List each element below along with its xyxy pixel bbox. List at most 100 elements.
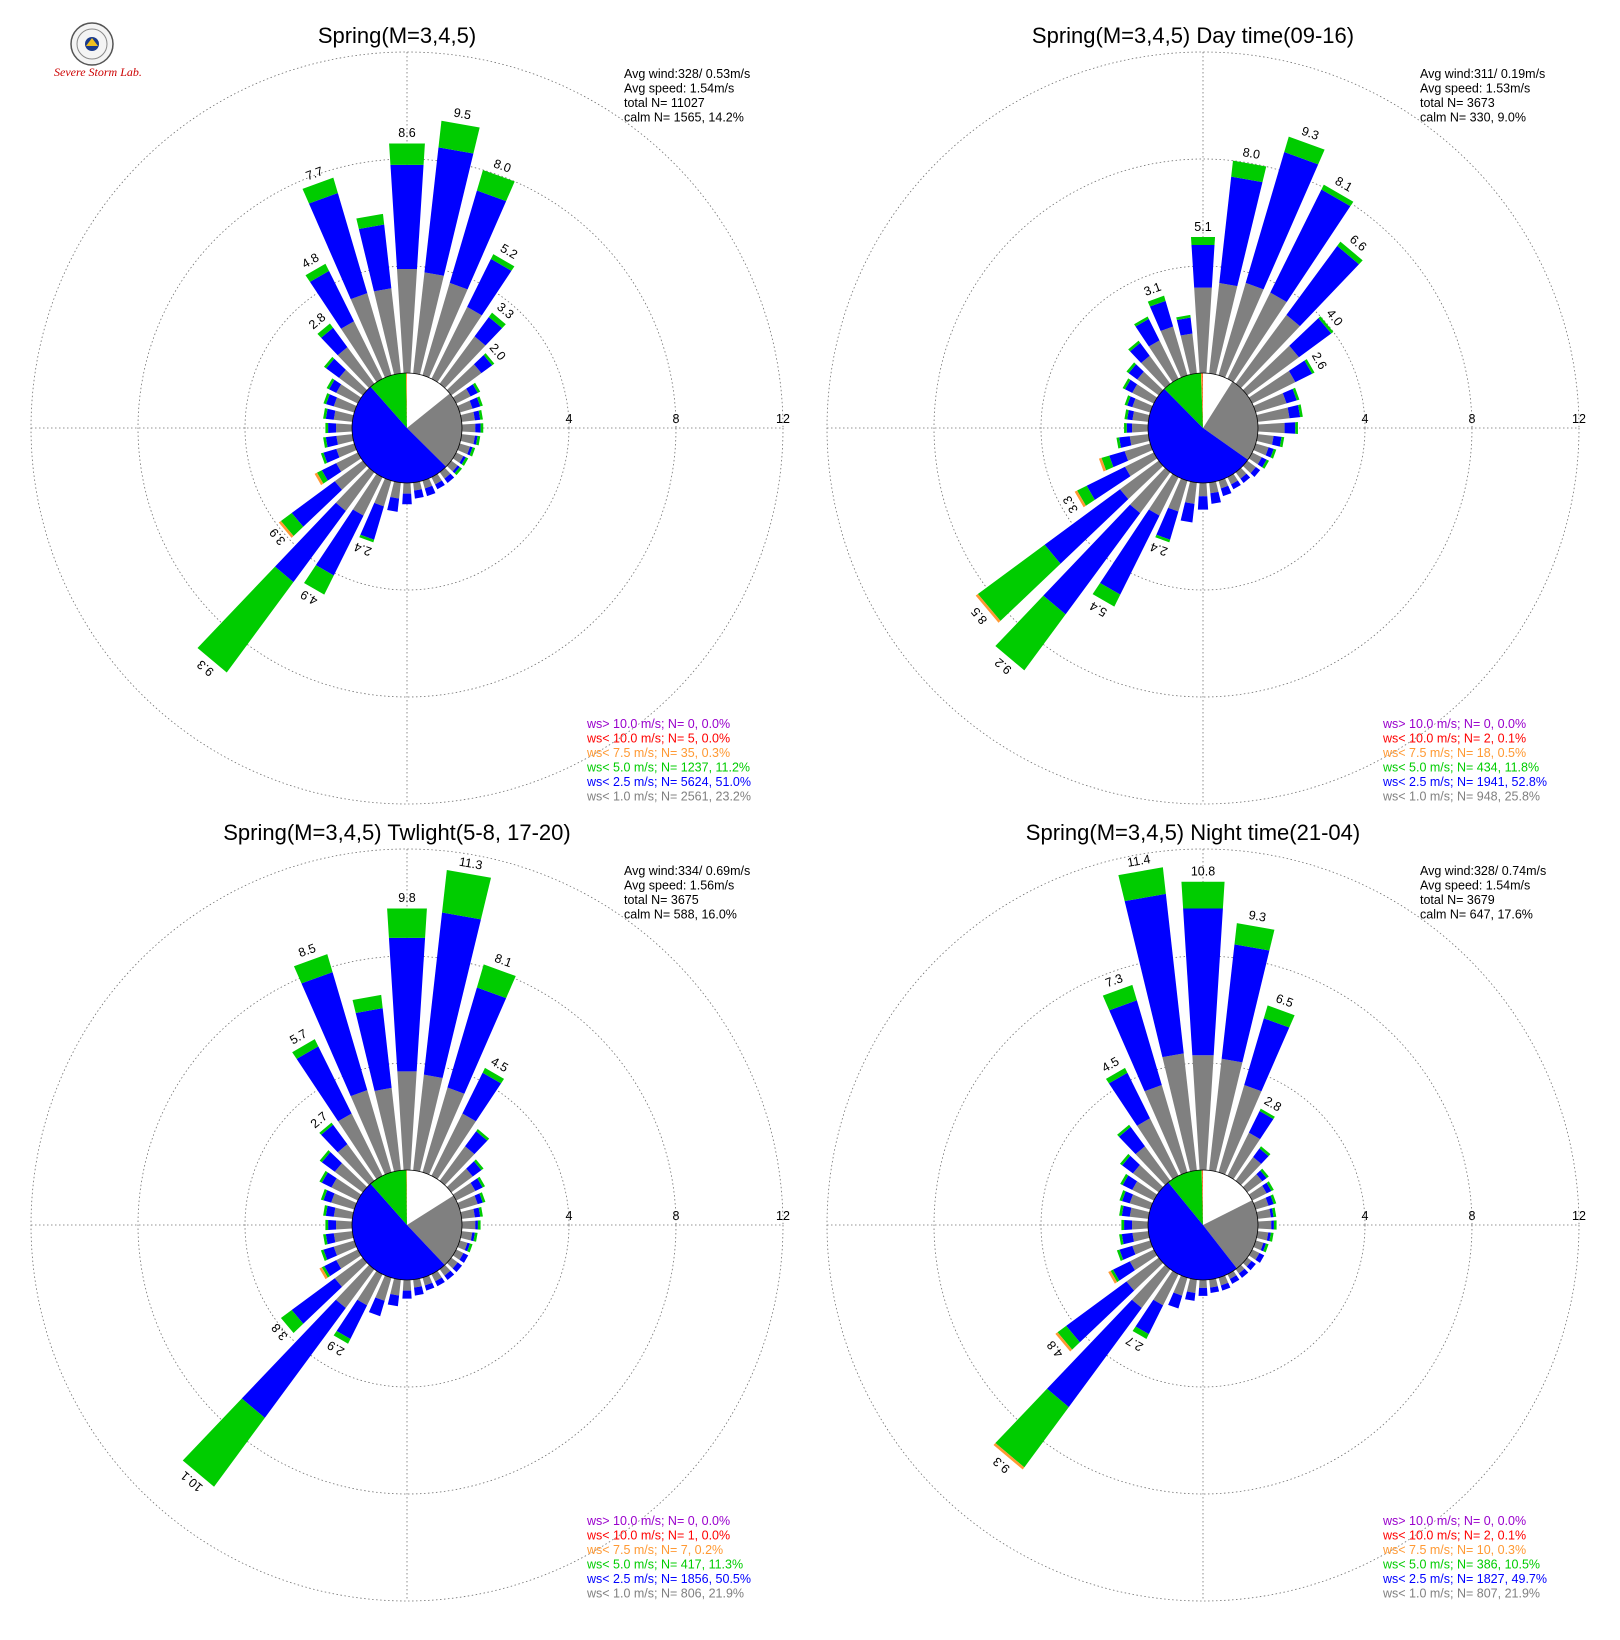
bar-segment-lt5 (352, 994, 383, 1013)
direction-bar: 3.3 (1060, 452, 1158, 516)
bar-segment-lt1 (1199, 1279, 1207, 1288)
bar-segment-lt1 (1242, 1174, 1263, 1193)
bar-segment-lt2_5 (1044, 489, 1129, 564)
bar-segment-lt2_5 (1210, 491, 1221, 504)
bar-segment-lt2_5 (1180, 502, 1195, 523)
bar-segment-lt1 (457, 400, 473, 413)
bar-segment-lt5 (995, 595, 1066, 671)
bar-segment-lt5 (292, 1039, 319, 1059)
bar-value-label: 8.0 (492, 157, 513, 176)
stat-line: Avg wind:334/ 0.69m/s (624, 864, 750, 878)
direction-bar (1124, 423, 1149, 433)
bar-segment-lt1 (339, 369, 368, 396)
bar-segment-lt2_5 (1127, 396, 1136, 408)
bar-segment-lt2_5 (1126, 423, 1133, 433)
center-pie-slice-lt5 (1164, 373, 1203, 428)
bar-segment-lt1 (375, 1275, 392, 1301)
bar-segment-lt5 (317, 470, 328, 484)
direction-bar (1248, 1249, 1265, 1263)
bar-segment-lt1 (402, 1279, 412, 1291)
bar-segment-lt2_5 (325, 435, 338, 448)
bar-segment-lt5 (438, 120, 480, 154)
bar-segment-lt5 (302, 177, 338, 204)
direction-bar (323, 356, 368, 396)
bar-segment-lt1 (1235, 314, 1300, 389)
bar-segment-lt5 (995, 1388, 1069, 1468)
bar-segment-lt5 (1190, 236, 1216, 245)
bar-segment-lt1 (1132, 1164, 1164, 1193)
bar-segment-lt2_5 (473, 435, 478, 445)
bar-segment-lt1 (1248, 370, 1296, 404)
ring-tick-label: 8 (1469, 412, 1476, 426)
direction-bar (1126, 362, 1164, 396)
bar-segment-lt2_5 (449, 190, 507, 290)
bar-segment-lt1 (1129, 1249, 1158, 1271)
direction-bar (1176, 314, 1197, 375)
bar-segment-lt2_5 (459, 456, 466, 465)
bar-segment-lt5 (1121, 1219, 1125, 1231)
bar-segment-lt2_5 (447, 987, 507, 1094)
bar-segment-lt2_5 (465, 1131, 488, 1155)
bar-segment-lt2_5 (1245, 151, 1319, 290)
direction-bar: 9.3 (1209, 908, 1275, 1172)
direction-bar (439, 1129, 490, 1186)
ring-tick-label: 8 (673, 1209, 680, 1223)
bar-segment-lt1 (439, 336, 486, 389)
bar-segment-lt1 (336, 423, 353, 433)
bar-segment-lt1 (439, 1146, 475, 1186)
bar-segment-lt5 (321, 1266, 330, 1278)
direction-bar (1116, 434, 1150, 449)
direction-bar (1119, 1205, 1150, 1219)
bar-segment-lt5 (1270, 1194, 1277, 1205)
bar-segment-lt2_5 (1210, 1286, 1220, 1293)
direction-bar (352, 994, 401, 1172)
bar-segment-lt2_5 (241, 1299, 346, 1418)
bar-segment-lt1 (1168, 478, 1188, 512)
bar-segment-lt1 (1242, 460, 1256, 474)
bar-segment-lt2_5 (1156, 507, 1179, 540)
bar-segment-lt1 (341, 321, 383, 383)
bar-segment-lt5 (325, 1219, 329, 1231)
bar-segment-lt5 (1318, 316, 1334, 334)
legend-entry-lt7_5: ws< 7.5 m/s; N= 18, 0.5% (1382, 746, 1526, 760)
bar-segment-lt2_5 (473, 410, 481, 421)
bar-value-label: 3.1 (1142, 280, 1163, 299)
direction-bar (1180, 481, 1197, 523)
direction-bar (1253, 387, 1300, 413)
direction-bar (452, 1176, 486, 1201)
bar-segment-lt5 (1116, 1249, 1124, 1261)
bar-segment-lt2_5 (325, 1205, 336, 1217)
center-pie-slice-lt5 (370, 373, 407, 428)
center-pie-slice-lt1 (1203, 381, 1258, 460)
direction-bar (1256, 404, 1303, 422)
bar-segment-lt5 (1270, 448, 1277, 459)
bar-segment-lt2_5 (402, 493, 412, 505)
bar-segment-lt5 (317, 323, 334, 338)
bar-segment-lt5 (319, 1122, 334, 1135)
bar-segment-lt2_5 (1043, 504, 1141, 615)
direction-bar (320, 1189, 357, 1210)
bar-segment-lt2_5 (1109, 451, 1129, 468)
bar-segment-lt5 (461, 457, 469, 466)
bar-segment-lt2_5 (324, 1260, 342, 1277)
bar-segment-lt5 (1231, 160, 1267, 183)
direction-bar: 8.5 (293, 941, 392, 1175)
direction-bar (431, 473, 445, 490)
bar-segment-lt5 (1259, 1108, 1275, 1120)
direction-bar (1235, 1264, 1249, 1278)
direction-bar (431, 1270, 445, 1287)
bar-segment-lt2_5 (1260, 1242, 1267, 1252)
bar-segment-lt5 (333, 1330, 351, 1344)
bar-segment-lt2_5 (328, 1220, 337, 1230)
direction-bar (356, 213, 401, 375)
bar-segment-lt2_5 (424, 147, 474, 276)
ring-tick-label: 4 (1362, 412, 1369, 426)
bar-segment-lt7_5 (993, 1443, 1025, 1470)
bar-segment-lt5 (477, 1220, 481, 1230)
direction-bar: 8.0 (422, 157, 515, 378)
bar-segment-lt1 (1162, 1053, 1197, 1172)
bar-segment-lt5 (473, 1232, 478, 1242)
bar-segment-lt5 (483, 353, 495, 366)
bar-segment-lt2_5 (1255, 1253, 1265, 1263)
direction-bar: 9.8 (387, 891, 427, 1171)
